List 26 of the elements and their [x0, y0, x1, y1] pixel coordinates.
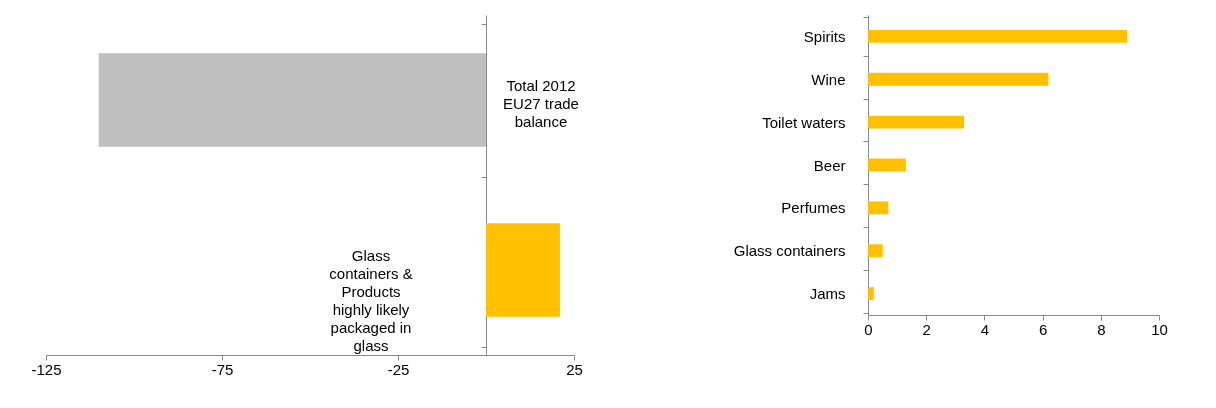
bar	[868, 72, 1049, 86]
bar	[868, 287, 874, 300]
y-tick-label: Beer	[813, 156, 846, 174]
bar	[868, 158, 906, 172]
x-tick-label: 10	[1151, 320, 1168, 338]
bar	[868, 244, 883, 258]
y-tick-label: Spirits	[803, 27, 846, 45]
x-tick-label: 2	[922, 320, 931, 338]
y-tick-label: Wine	[811, 70, 846, 88]
y-tick-label: Perfumes	[781, 199, 846, 217]
x-tick-label: 6	[1038, 320, 1048, 338]
x-tick-label: -25	[387, 360, 410, 378]
y-tick-label: Glass containers & Products highly likely packaged in glass	[329, 247, 413, 354]
x-tick-label: -125	[31, 360, 62, 378]
bar	[868, 115, 965, 129]
bar	[868, 30, 1127, 43]
bar	[868, 201, 889, 215]
x-tick-label: 8	[1097, 320, 1106, 338]
y-tick-label: Total 2012 EU27 trade balance	[503, 77, 579, 130]
y-tick-label: Jams	[809, 285, 846, 303]
x-tick-label: 0	[864, 320, 873, 338]
y-tick-label: Toilet waters	[762, 113, 846, 131]
x-tick-label: 4	[980, 320, 990, 338]
x-tick-label: -75	[211, 360, 234, 378]
x-tick-label: 25	[566, 360, 583, 378]
y-tick-label: Glass containers	[733, 242, 846, 260]
